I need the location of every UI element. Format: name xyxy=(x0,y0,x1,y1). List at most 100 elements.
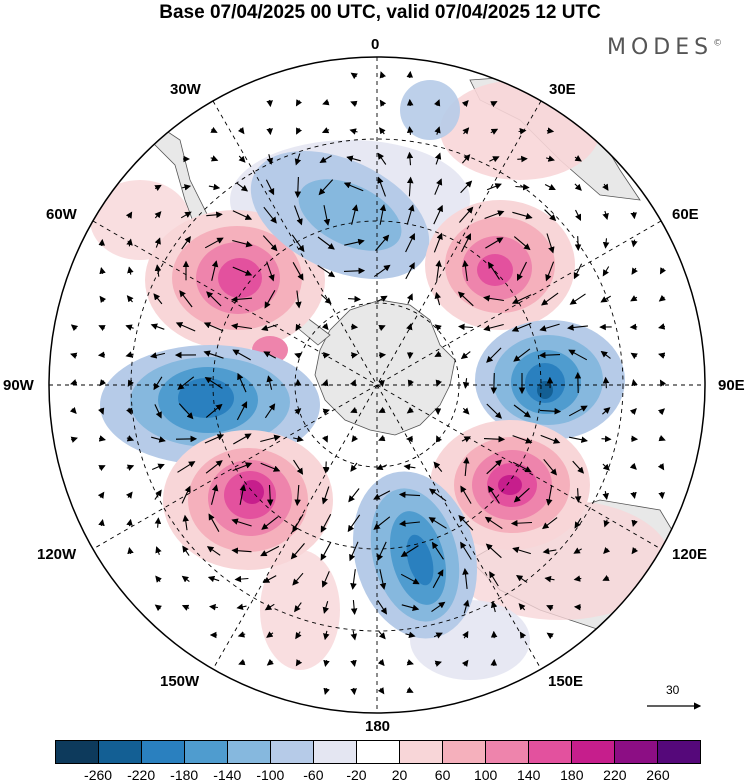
wind-vector xyxy=(127,379,134,387)
colorbar-tick-label: -260 xyxy=(84,767,113,783)
wind-vector xyxy=(210,155,219,162)
wind-vector xyxy=(433,204,443,225)
wind-vector xyxy=(545,261,555,282)
wind-vector xyxy=(543,458,557,476)
wind-vector xyxy=(569,293,586,305)
wind-vector xyxy=(490,128,499,135)
wind-vector xyxy=(350,659,357,667)
colorbar-swatch xyxy=(658,741,700,763)
wind-vector xyxy=(513,487,530,503)
colorbar-tick-label: 60 xyxy=(434,767,451,783)
wind-vector xyxy=(231,547,252,554)
wind-vector xyxy=(406,323,413,331)
wind-vector xyxy=(568,349,588,361)
wind-vector xyxy=(375,234,390,251)
colorbar-swatch xyxy=(99,741,142,763)
wind-vector xyxy=(431,601,446,613)
colorbar-swatch xyxy=(142,741,185,763)
wind-vector xyxy=(573,547,582,554)
wind-vector xyxy=(204,434,225,444)
wind-vector xyxy=(539,323,560,332)
wind-vector xyxy=(126,407,133,416)
wind-vector xyxy=(568,405,588,417)
wind-vector xyxy=(291,234,305,253)
wind-vector xyxy=(206,546,221,556)
wind-vector xyxy=(232,349,251,361)
wind-vector xyxy=(433,632,443,639)
wind-vector xyxy=(659,267,667,275)
wind-vector xyxy=(154,184,162,191)
wind-vector xyxy=(602,463,610,471)
wind-vector xyxy=(458,323,473,331)
wind-vector xyxy=(462,378,470,389)
wind-vector xyxy=(182,514,190,531)
wind-vector xyxy=(399,520,420,527)
wind-vector xyxy=(602,491,609,500)
wind-vector xyxy=(125,211,133,219)
wind-vector xyxy=(295,290,302,309)
wind-vector xyxy=(513,236,531,251)
wind-vector xyxy=(461,233,471,253)
wind-vector xyxy=(488,485,500,504)
colorbar-tick-label: 140 xyxy=(517,767,541,783)
wind-vector xyxy=(602,266,610,277)
wind-vector xyxy=(263,351,277,359)
wind-vector xyxy=(204,377,223,389)
wind-vector xyxy=(70,324,79,332)
colorbar xyxy=(55,740,701,764)
wind-vector xyxy=(151,436,166,443)
wind-vector xyxy=(603,546,611,554)
wind-vector xyxy=(127,547,134,555)
wind-vector xyxy=(377,176,387,197)
wind-vector xyxy=(429,488,447,502)
wind-vector xyxy=(600,350,611,359)
wind-vector xyxy=(209,603,218,611)
wind-vector xyxy=(512,211,533,220)
wind-vector xyxy=(462,630,469,639)
wind-vector xyxy=(296,127,303,135)
lon-label-120w: 120W xyxy=(37,546,77,563)
wind-vector xyxy=(542,517,558,530)
wind-vector xyxy=(631,519,638,527)
wind-vector xyxy=(461,154,471,164)
wind-vector xyxy=(293,459,304,475)
wind-vector xyxy=(515,183,530,191)
lon-label-0: 0 xyxy=(371,36,380,53)
wind-vector xyxy=(406,659,414,666)
wind-vector xyxy=(266,261,275,282)
wind-vector xyxy=(207,575,220,583)
wind-vector xyxy=(489,156,500,163)
wind-vector xyxy=(406,406,414,414)
lon-label-150w: 150W xyxy=(160,673,200,690)
colorbar-swatch xyxy=(271,741,314,763)
wind-vector xyxy=(205,460,223,474)
wind-vector xyxy=(321,435,328,443)
wind-vector xyxy=(463,599,470,614)
wind-vector xyxy=(379,204,387,225)
wind-vector xyxy=(434,178,443,195)
wind-vector xyxy=(266,154,274,165)
wind-vector xyxy=(154,404,162,419)
wind-vector xyxy=(322,379,329,387)
wind-vector xyxy=(346,155,361,162)
wind-vector xyxy=(513,404,531,418)
wind-vector xyxy=(485,543,502,559)
wind-vector xyxy=(294,602,302,613)
wind-vector xyxy=(233,433,252,445)
wind-vector xyxy=(574,488,582,503)
wind-vector xyxy=(434,660,442,667)
wind-vector xyxy=(462,407,470,415)
wind-vector xyxy=(544,575,555,583)
wind-vector xyxy=(512,461,532,473)
wind-vector xyxy=(658,323,666,330)
wind-vector xyxy=(511,294,532,304)
wind-vector xyxy=(211,260,219,281)
wind-vector xyxy=(290,543,305,560)
wind-vector xyxy=(602,238,610,249)
wind-vector xyxy=(98,407,105,415)
wind-vector xyxy=(377,687,385,695)
wind-vector xyxy=(318,179,334,196)
wind-vector xyxy=(513,348,531,362)
wind-vector xyxy=(153,376,163,391)
wind-vector xyxy=(262,575,277,583)
